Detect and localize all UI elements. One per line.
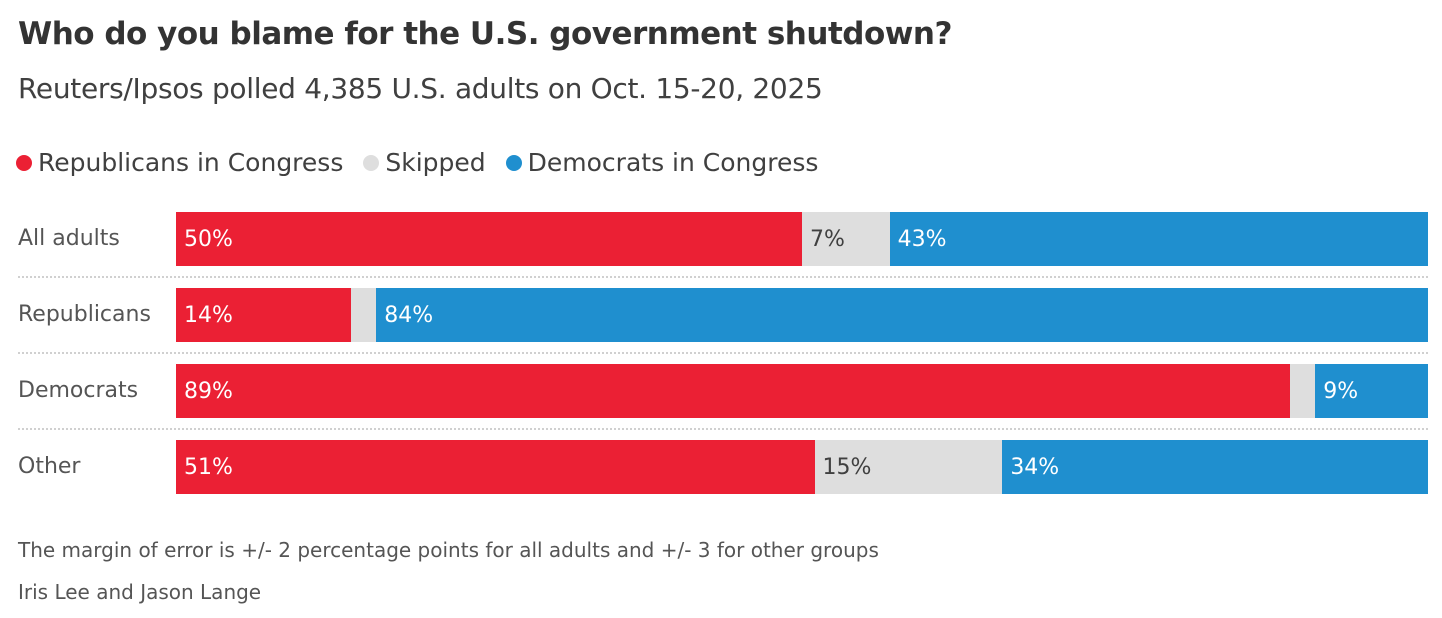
bar-segment: 84%: [376, 288, 1428, 342]
row-label: Other: [18, 454, 81, 479]
bar-segment: 50%: [176, 212, 802, 266]
stacked-bar: 14% 84%: [176, 288, 1428, 342]
bar-segment: 43%: [889, 212, 1428, 266]
data-label: 89%: [184, 378, 233, 404]
stacked-bar: 89% 9%: [176, 364, 1428, 418]
row-label: Democrats: [18, 378, 139, 403]
data-label: 9%: [1323, 378, 1359, 404]
row-label: Republicans: [18, 302, 151, 327]
data-label: 84%: [384, 302, 434, 328]
bar-segment: 89%: [176, 364, 1291, 418]
bar-segment: 9%: [1315, 364, 1428, 418]
legend-dot-icon: [363, 154, 380, 171]
legend-item: Democrats in Congress: [505, 148, 819, 177]
legend-item: Skipped: [363, 148, 486, 177]
data-label: 15%: [822, 454, 872, 480]
chart-subtitle: Reuters/Ipsos polled 4,385 U.S. adults o…: [18, 72, 823, 105]
legend: Republicans in Congress Skipped Democrats …: [16, 148, 818, 177]
credit: Iris Lee and Jason Lange: [18, 580, 262, 604]
bar-segment: 7%: [802, 212, 890, 266]
legend-label: Democrats in Congress: [527, 148, 819, 177]
row-divider: [18, 428, 1428, 430]
data-label: 50%: [184, 226, 233, 252]
stacked-bar: 50% 7% 43%: [176, 212, 1428, 266]
legend-label: Skipped: [385, 148, 486, 177]
footnote: The margin of error is +/- 2 percentage …: [18, 538, 879, 562]
data-label: 7%: [810, 226, 845, 252]
bar-segment: 34%: [1002, 440, 1428, 494]
data-label: 14%: [184, 302, 233, 328]
bar-segment: 14%: [176, 288, 352, 342]
row-divider: [18, 352, 1428, 354]
legend-dot-icon: [505, 154, 522, 171]
data-label: 51%: [184, 454, 233, 480]
stacked-bar: 51% 15% 34%: [176, 440, 1428, 494]
legend-dot-icon: [16, 154, 32, 171]
bar-segment: 15%: [814, 440, 1003, 494]
row-divider: [18, 276, 1428, 278]
data-label: 43%: [897, 226, 947, 252]
data-label: 34%: [1010, 454, 1060, 480]
chart-title: Who do you blame for the U.S. government…: [18, 16, 952, 52]
bar-segment: [1290, 364, 1316, 418]
bar-segment: [351, 288, 377, 342]
bar-segment: 51%: [176, 440, 815, 494]
legend-label: Republicans in Congress: [38, 148, 344, 177]
legend-item: Republicans in Congress: [16, 148, 343, 177]
row-label: All adults: [18, 226, 120, 251]
